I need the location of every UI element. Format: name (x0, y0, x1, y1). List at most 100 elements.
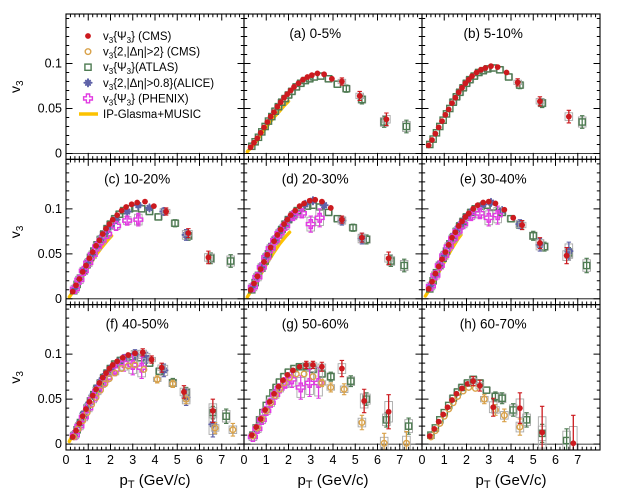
cms-marker (327, 205, 334, 211)
cms-marker (150, 203, 157, 210)
phenix-marker (434, 260, 445, 271)
error-bar-caps (341, 383, 347, 396)
cms2-marker (101, 380, 109, 388)
cms-marker (459, 84, 465, 91)
cms-marker (139, 349, 146, 356)
y-axis-title: v3​ (7, 80, 26, 93)
panel-label: (g) 50-60% (282, 317, 349, 332)
x-tick-label: 0 (419, 453, 426, 467)
error-bar-caps (406, 417, 411, 435)
legend-label: v3​{Ψ3​}(ATLAS) (103, 62, 178, 76)
cms-marker (442, 111, 449, 118)
error-bar-caps (206, 250, 211, 265)
error-bar-caps (502, 408, 507, 423)
atlas-marker (222, 412, 231, 421)
cms-marker (570, 440, 577, 447)
cms-marker (79, 413, 86, 420)
cms-marker (445, 106, 452, 113)
panel-e: (e) 30-40% (421, 158, 601, 306)
atlas-marker (84, 63, 92, 71)
atlas-marker (404, 422, 413, 430)
error-bar-caps (486, 209, 491, 227)
cms-marker (306, 197, 313, 204)
cms-marker (469, 73, 475, 79)
cms-marker (440, 411, 447, 418)
legend-item-cms2: v3​{2,|Δη|>2} (CMS) (84, 47, 200, 61)
error-bar-caps (357, 90, 362, 101)
panel-label: (a) 0-5% (289, 26, 341, 41)
error-bar-caps (149, 355, 154, 364)
cms-marker (435, 418, 442, 425)
cms-marker (257, 129, 264, 136)
error-bar-caps (163, 207, 169, 216)
cms-marker (209, 407, 216, 414)
cms-marker (318, 198, 325, 205)
y-tick-label: 0.05 (38, 247, 62, 261)
cms-marker (439, 256, 445, 263)
error-bar-caps (339, 77, 345, 86)
cms-marker (510, 214, 517, 221)
error-bar-caps (308, 215, 313, 233)
error-bar-caps (319, 361, 325, 372)
error-bar-caps (228, 254, 233, 268)
phenix-marker (83, 257, 94, 268)
cms-marker (148, 356, 155, 363)
cms-marker (280, 377, 286, 384)
cms-marker (310, 362, 316, 368)
cms-marker (452, 229, 459, 236)
x-tick-label: 6 (374, 453, 381, 467)
cms-marker (253, 424, 260, 430)
x-tick-label: 1 (85, 453, 92, 467)
cms-marker (83, 406, 89, 412)
error-bar-caps (477, 379, 483, 392)
error-bar-caps (404, 119, 409, 134)
cms-marker (452, 94, 459, 101)
cms-marker (478, 66, 484, 73)
y-tick-label: 0 (55, 437, 62, 451)
panel-b: (b) 5-10% (421, 13, 601, 160)
cms2-marker (340, 385, 348, 393)
cms-marker (103, 370, 109, 376)
cms-marker (339, 78, 345, 85)
x-tick-label: 2 (107, 453, 114, 467)
alice-marker (257, 260, 267, 271)
cms-marker (103, 225, 109, 232)
error-bar-caps (542, 241, 547, 252)
x-axis-title: pT​ (GeV/c) (120, 472, 191, 491)
phenix-marker (474, 208, 485, 219)
x-tick-label: 6 (196, 453, 203, 467)
cms-marker (99, 231, 106, 237)
error-bar-caps (515, 78, 520, 87)
atlas-marker (171, 219, 179, 228)
x-tick-label: 2 (285, 453, 292, 467)
error-bar-caps (404, 430, 409, 433)
panel-border (421, 304, 601, 451)
cms-marker (455, 223, 462, 229)
cms2-marker (182, 395, 190, 403)
cms-marker (517, 405, 523, 412)
cms-marker (284, 371, 291, 378)
error-bar-caps (482, 394, 487, 405)
error-bar-caps (584, 257, 589, 274)
cms-marker (109, 216, 116, 223)
cms-marker (142, 198, 148, 205)
y-tick-label: 0 (55, 292, 62, 306)
cms-marker (356, 92, 363, 99)
panel-d: (d) 20-30% (243, 158, 423, 306)
error-bar-caps (491, 397, 496, 417)
error-bar-caps (386, 251, 391, 266)
x-tick-label: 4 (508, 453, 515, 467)
cms-marker (99, 374, 106, 381)
atlas-marker (498, 394, 506, 403)
error-bar-caps (307, 368, 312, 397)
cms2-marker (318, 379, 326, 387)
error-bar-caps (183, 228, 189, 241)
cms-marker (264, 119, 271, 125)
cms-marker (537, 98, 543, 105)
y-tick-label: 0.05 (38, 101, 62, 115)
x-tick-label: 0 (63, 453, 70, 467)
atlas-marker (226, 257, 235, 265)
cms-marker (83, 262, 89, 269)
cms-marker (470, 205, 477, 212)
